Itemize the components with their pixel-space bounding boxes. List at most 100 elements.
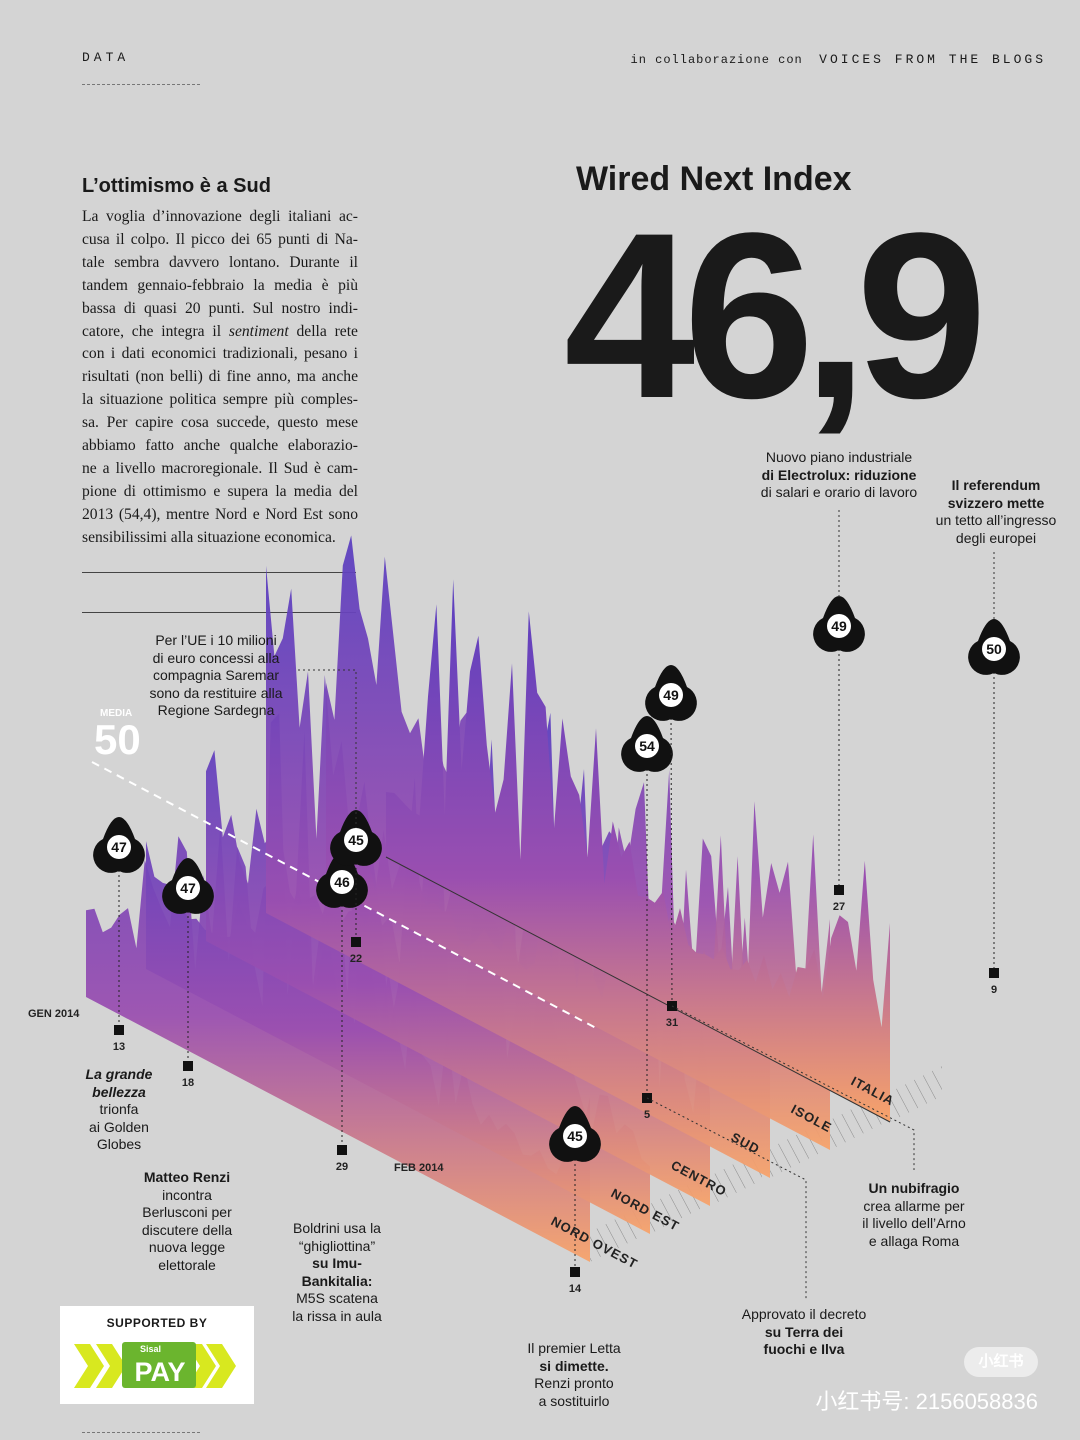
media-label: MEDIA	[100, 708, 132, 719]
media-value: 50	[94, 716, 141, 763]
annotation-line: “ghigliottina”	[298, 1237, 376, 1254]
marker-day: 18	[182, 1077, 194, 1089]
watermark-badge: 小红书	[964, 1347, 1038, 1377]
marker-square	[989, 968, 999, 978]
ridge-italia: ITALIA	[386, 579, 942, 1122]
annotation-line: Bankitalia:	[301, 1272, 373, 1289]
article-line: La voglia d’innovazione degli italiani a…	[82, 208, 358, 225]
annotation-golden-globes: La grande bellezza trionfa ai Golden Globes	[64, 1066, 174, 1154]
sisal-pay-logo: Sisal PAY	[74, 1342, 236, 1388]
section-rule	[82, 84, 200, 85]
article-line: con i dati economici tradizionali, pesan…	[82, 345, 358, 363]
annotation-renzi: Matteo Renzi incontra Berlusconi per discut…	[122, 1169, 252, 1274]
baseline	[385, 856, 891, 1123]
marker-46: 29 46	[316, 852, 368, 1173]
article-line: ne a livello macroregionale. Il Sud è ca…	[82, 459, 358, 477]
annotation-line: di Electrolux: riduzione	[761, 466, 917, 483]
article-rule-top	[82, 572, 356, 573]
annotation-line: Nuovo piano industriale	[765, 449, 913, 465]
annotation-line: discutere della	[141, 1221, 233, 1238]
annotation-line: la rissa in aula	[292, 1307, 382, 1324]
annotation-nubifragio: Un nubifragio crea allarme per il livello …	[844, 1180, 984, 1250]
annotation-line: La grande	[85, 1066, 153, 1082]
article-line: risultati (non belli) di fine anno, ma a…	[82, 368, 358, 386]
index-value: 46,9	[564, 184, 987, 448]
annotation-line: un tetto all’ingresso	[935, 512, 1057, 528]
marker-value: 50	[986, 641, 1002, 657]
marker-45: 14 45	[549, 1106, 601, 1295]
marker-value: 45	[567, 1128, 583, 1144]
annotation-line: ai Golden	[89, 1118, 149, 1135]
annotation-line: Boldrini usa la	[293, 1220, 381, 1236]
annotation-line: Regione Sardegna	[157, 702, 275, 718]
annotation-line: Il premier Letta	[527, 1340, 621, 1356]
annotation-saremar: Per l’UE i 10 milioni di euro concessi al…	[134, 632, 298, 720]
article-line: cusa il colpo. Il picco dei 65 punti di …	[82, 230, 358, 248]
marker-day: 14	[569, 1283, 582, 1295]
annotation-line: su Imu-	[312, 1255, 362, 1271]
annotation-line: Berlusconi per	[142, 1204, 232, 1220]
logo-pay-plate	[122, 1342, 196, 1388]
logo-brand: PAY	[134, 1357, 185, 1387]
marker-45: 22 45	[330, 810, 382, 965]
annotation-line: trionfa	[99, 1101, 139, 1117]
collab-partner: VOICES FROM THE BLOGS	[819, 52, 1046, 67]
article-line: abbiamo fatto anche qualche elaborazio-	[82, 437, 358, 455]
marker-square	[570, 1267, 580, 1277]
article-line: tale sembra davvero lontano. Durante il	[82, 253, 358, 271]
marker-value: 46	[334, 874, 350, 890]
annotation-line: crea allarme per	[863, 1197, 965, 1214]
annotation-leader	[671, 1005, 915, 1170]
marker-day: 31	[666, 1017, 678, 1029]
marker-ring	[107, 835, 131, 859]
annotation-line: compagnia Saremar	[152, 667, 280, 683]
marker-50: 9 50	[968, 619, 1020, 996]
article-line: bassa di quasi 20 punti. Sul nostro indi…	[82, 299, 358, 317]
marker-value: 54	[639, 738, 655, 754]
annotation-electrolux: Nuovo piano industriale di Electrolux: ri…	[744, 449, 934, 502]
marker-ring	[176, 876, 200, 900]
annotation-line: nuova legge	[148, 1239, 226, 1255]
marker-day: 29	[336, 1161, 348, 1173]
marker-ring	[659, 683, 683, 707]
annotation-boldrini: Boldrini usa la “ghigliottina” su Imu- Bank…	[277, 1220, 397, 1325]
section-label: DATA	[82, 50, 130, 65]
article-line: sensibilissimi alla situazione economica…	[82, 528, 336, 546]
article-line: catore, che integra il sentiment della r…	[82, 322, 358, 340]
marker-ring	[827, 614, 851, 638]
sponsor-box[interactable]: SUPPORTED BY Sisal PAY	[60, 1306, 254, 1404]
marker-49: 31 49	[645, 665, 697, 1029]
article-title: L’ottimismo è a Sud	[82, 175, 271, 197]
sponsor-label: SUPPORTED BY	[106, 1316, 208, 1330]
article-line: 2013 (54,4), mentre Nord e Nord Est sono	[82, 505, 358, 523]
marker-ring	[330, 870, 354, 894]
annotation-referendum: Il referendum svizzero mette un tetto all’…	[922, 477, 1070, 547]
marker-day: 22	[350, 953, 362, 965]
marker-day: 13	[113, 1041, 125, 1053]
collab-prefix: in collaborazione con	[630, 53, 803, 67]
marker-49: 27 49	[813, 596, 865, 913]
watermark-id: 小红书号: 2156058836	[815, 1389, 1038, 1414]
marker-square	[351, 937, 361, 947]
annotation-line: Per l’UE i 10 milioni	[155, 632, 277, 648]
annotation-line: il livello dell’Arno	[862, 1215, 966, 1231]
annotation-line: Un nubifragio	[868, 1180, 960, 1196]
annotation-line: Renzi pronto	[534, 1375, 614, 1391]
sponsor-rule	[82, 1432, 200, 1433]
annotation-line: a sostituirlo	[538, 1392, 610, 1409]
annotation-letta: Il premier Letta si dimette. Renzi pronto a…	[504, 1340, 644, 1410]
annotation-line: M5S scatena	[296, 1290, 378, 1306]
period-label-start: GEN 2014	[28, 1008, 80, 1020]
annotation-line: incontra	[162, 1186, 212, 1203]
annotation-line: elettorale	[158, 1256, 216, 1273]
marker-square	[183, 1061, 193, 1071]
logo-chevron-1	[74, 1344, 104, 1388]
marker-day: 5	[644, 1109, 650, 1121]
annotation-line: Il referendum	[951, 477, 1041, 493]
logo-chevron-3	[206, 1344, 236, 1388]
marker-value: 49	[831, 618, 847, 634]
logo-brand-small: Sisal	[140, 1344, 161, 1354]
marker-square	[337, 1145, 347, 1155]
annotation-line: di euro concessi alla	[152, 649, 280, 666]
